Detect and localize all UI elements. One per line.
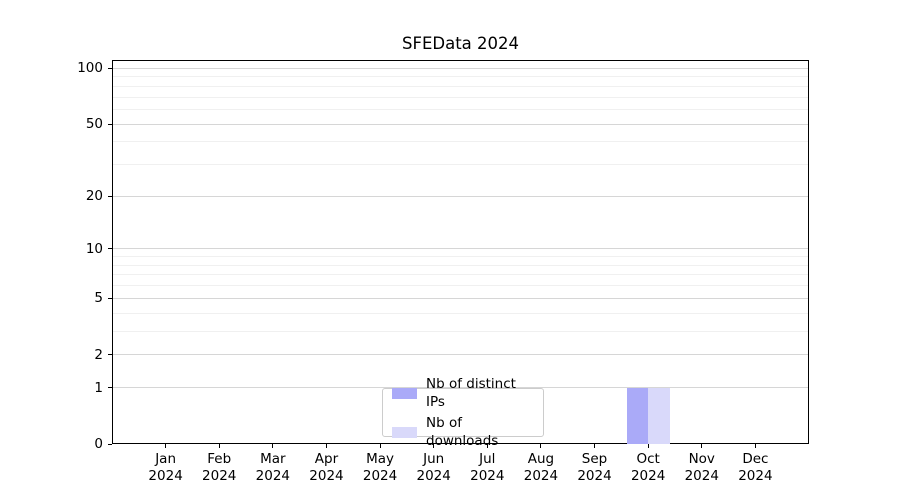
gridline	[112, 274, 809, 276]
y-tick-mark	[108, 67, 112, 69]
x-tick-label: Nov 2024	[684, 451, 719, 484]
x-tick-mark	[272, 444, 274, 448]
gridline	[112, 164, 809, 166]
gridline	[112, 312, 809, 314]
legend-item-downloads: Nb of downloads	[392, 414, 533, 450]
x-tick-label: Jul 2024	[470, 451, 505, 484]
x-tick-mark	[486, 444, 488, 448]
x-tick-mark	[594, 444, 596, 448]
y-tick-label: 2	[94, 346, 103, 363]
legend-swatch-downloads	[392, 426, 417, 438]
legend-item-distinct-ips: Nb of distinct IPs	[392, 375, 533, 411]
y-tick-label: 5	[94, 290, 103, 307]
gridline	[112, 285, 809, 287]
x-tick-label: Aug 2024	[523, 451, 559, 484]
gridline	[112, 108, 809, 110]
y-tick-mark	[108, 195, 112, 197]
gridline	[112, 387, 809, 389]
y-tick-mark	[108, 248, 112, 250]
x-tick-label: Jun 2024	[416, 451, 451, 484]
x-tick-mark	[540, 444, 542, 448]
gridline	[112, 195, 809, 197]
x-tick-mark	[433, 444, 435, 448]
gridline	[112, 141, 809, 143]
gridline	[112, 123, 809, 125]
bar-nb-of-downloads	[648, 387, 670, 444]
x-tick-mark	[701, 444, 703, 448]
y-tick-label: 1	[94, 379, 103, 396]
x-tick-mark	[165, 444, 167, 448]
y-tick-mark	[108, 387, 112, 389]
gridline	[112, 264, 809, 266]
x-tick-label: Oct 2024	[630, 451, 666, 484]
legend: Nb of distinct IPs Nb of downloads	[382, 376, 544, 449]
gridline	[112, 67, 809, 69]
x-tick-label: Mar 2024	[255, 451, 291, 484]
x-tick-label: Jan 2024	[148, 451, 183, 484]
gridline	[112, 354, 809, 356]
y-tick-label: 20	[85, 188, 103, 205]
y-tick-mark	[108, 354, 112, 356]
y-tick-mark	[108, 443, 112, 445]
x-tick-mark	[647, 444, 649, 448]
bar-nb-of-distinct-ips	[626, 387, 649, 444]
y-tick-mark	[108, 123, 112, 125]
x-tick-mark	[325, 444, 327, 448]
x-tick-label: May 2024	[362, 451, 398, 484]
x-tick-label: Feb 2024	[202, 451, 237, 484]
y-tick-label: 50	[85, 116, 103, 133]
y-tick-mark	[108, 297, 112, 299]
x-tick-mark	[379, 444, 381, 448]
x-tick-mark	[754, 444, 756, 448]
legend-label-downloads: Nb of downloads	[426, 415, 499, 449]
gridline	[112, 330, 809, 332]
y-tick-label: 0	[94, 436, 103, 452]
legend-swatch-distinct-ips	[392, 387, 417, 399]
gridline	[112, 96, 809, 98]
gridline	[112, 256, 809, 258]
x-tick-label: Sep 2024	[577, 451, 612, 484]
chart-title: SFEData 2024	[401, 34, 520, 53]
legend-label-distinct-ips: Nb of distinct IPs	[426, 376, 516, 410]
y-tick-label: 100	[77, 60, 103, 77]
x-tick-label: Dec 2024	[738, 451, 773, 484]
gridline	[112, 76, 809, 78]
y-tick-label: 10	[85, 240, 103, 257]
gridline	[112, 85, 809, 87]
gridline	[112, 297, 809, 299]
gridline	[112, 248, 809, 250]
x-tick-mark	[218, 444, 220, 448]
plot-area	[112, 60, 809, 444]
x-tick-label: Apr 2024	[309, 451, 344, 484]
